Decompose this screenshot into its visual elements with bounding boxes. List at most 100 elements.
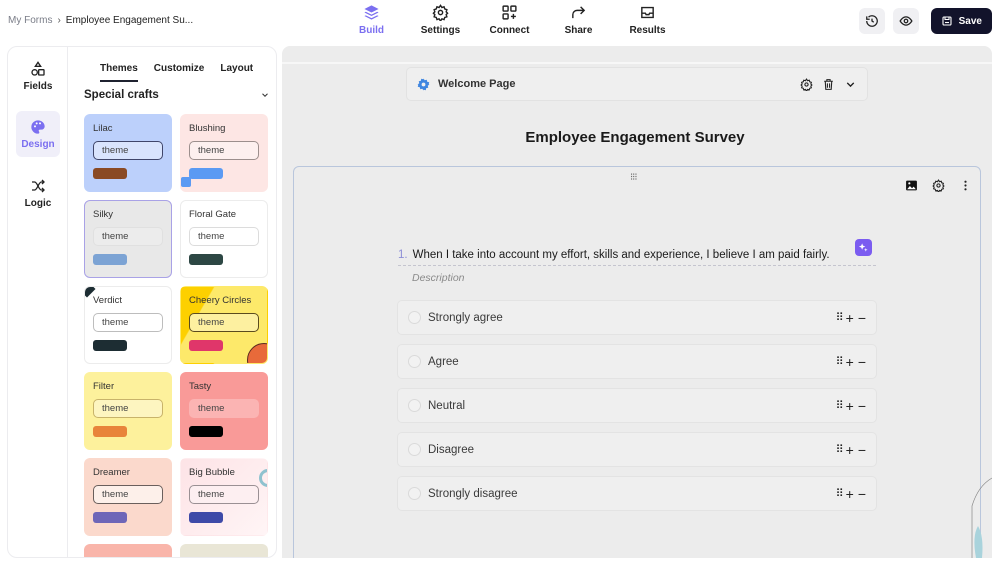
drag-handle-icon[interactable]: ⠿ xyxy=(835,400,844,412)
settings-icon[interactable] xyxy=(932,179,945,192)
option-row[interactable]: Strongly agree ⠿ + − xyxy=(397,300,877,335)
option-label[interactable]: Strongly agree xyxy=(428,311,503,324)
tab-share[interactable]: Share xyxy=(544,4,613,36)
option-actions: ⠿ + − xyxy=(836,486,866,502)
option-label[interactable]: Neutral xyxy=(428,399,466,412)
history-button[interactable] xyxy=(858,8,885,34)
subtab-layout[interactable]: Layout xyxy=(220,63,254,74)
breadcrumb-my-forms[interactable]: My Forms xyxy=(8,15,53,26)
theme-card-partial[interactable] xyxy=(180,544,268,557)
option-row[interactable]: Strongly disagree ⠿ + − xyxy=(397,476,877,511)
theme-card-silky[interactable]: Silky theme xyxy=(84,200,172,278)
theme-card-dreamer[interactable]: Dreamer theme xyxy=(84,458,172,536)
palette-icon xyxy=(31,119,45,134)
option-row[interactable]: Disagree ⠿ + − xyxy=(397,432,877,467)
theme-sample-input: theme xyxy=(93,485,163,504)
rail-item-logic[interactable]: Logic xyxy=(16,170,60,216)
radio-button[interactable] xyxy=(408,311,421,324)
more-vertical-icon[interactable] xyxy=(959,179,972,192)
remove-option-icon[interactable]: − xyxy=(857,485,866,502)
tab-build[interactable]: Build xyxy=(337,4,406,36)
add-option-icon[interactable]: + xyxy=(845,353,854,370)
ai-assist-button[interactable] xyxy=(855,239,872,256)
question-text[interactable]: 1. When I take into account my effort, sk… xyxy=(398,249,876,266)
theme-card-tasty[interactable]: Tasty theme xyxy=(180,372,268,450)
rail-item-fields[interactable]: Fields xyxy=(16,53,60,99)
eye-icon xyxy=(899,16,913,26)
description-field[interactable]: Description xyxy=(412,272,465,284)
image-icon[interactable] xyxy=(905,179,918,192)
add-option-icon[interactable]: + xyxy=(845,485,854,502)
option-actions: ⠿ + − xyxy=(836,398,866,414)
rail-item-fields-label: Fields xyxy=(23,80,53,92)
subtab-customize[interactable]: Customize xyxy=(153,63,205,74)
remove-option-icon[interactable]: − xyxy=(857,309,866,326)
drag-handle-icon[interactable]: ⠿ xyxy=(835,488,844,500)
radio-button[interactable] xyxy=(408,487,421,500)
question-card[interactable]: ⁝⁝⁝ 1. When I take into account my effort… xyxy=(293,166,981,558)
theme-card-verdict[interactable]: Verdict theme xyxy=(84,286,172,364)
trash-icon[interactable] xyxy=(822,78,835,91)
option-row[interactable]: Agree ⠿ + − xyxy=(397,344,877,379)
form-canvas: Welcome Page Employee Engagement Survey … xyxy=(282,46,992,558)
add-option-icon[interactable]: + xyxy=(845,309,854,326)
survey-title[interactable]: Employee Engagement Survey xyxy=(525,129,745,146)
remove-option-icon[interactable]: − xyxy=(857,441,866,458)
tab-build-label: Build xyxy=(359,25,384,36)
option-actions: ⠿ + − xyxy=(836,442,866,458)
save-button[interactable]: Save xyxy=(930,8,992,34)
add-option-icon[interactable]: + xyxy=(845,397,854,414)
radio-button[interactable] xyxy=(408,399,421,412)
theme-card-big-bubble[interactable]: Big Bubble theme xyxy=(180,458,268,536)
gear-icon xyxy=(432,4,449,21)
settings-icon[interactable] xyxy=(800,77,813,91)
theme-card-blushing[interactable]: Blushing theme xyxy=(180,114,268,192)
chevron-down-icon xyxy=(262,93,268,97)
drag-handle-icon[interactable]: ⁝⁝⁝ xyxy=(630,172,637,183)
theme-name: Lilac xyxy=(93,123,113,134)
theme-swatch xyxy=(189,426,223,437)
theme-name: Floral Gate xyxy=(189,209,236,220)
question-tools xyxy=(905,179,972,192)
gear-icon xyxy=(417,78,430,90)
theme-sample-input: theme xyxy=(93,313,163,332)
theme-name: Cheery Circles xyxy=(189,295,252,306)
theme-swatch xyxy=(93,340,127,351)
drag-handle-icon[interactable]: ⠿ xyxy=(835,444,844,456)
subtab-themes[interactable]: Themes xyxy=(100,63,138,82)
radio-button[interactable] xyxy=(408,355,421,368)
rail-item-logic-label: Logic xyxy=(24,197,52,209)
breadcrumb: My Forms › Employee Engagement Su... xyxy=(8,15,193,26)
option-actions: ⠿ + − xyxy=(836,310,866,326)
option-row[interactable]: Neutral ⠿ + − xyxy=(397,388,877,423)
option-label[interactable]: Disagree xyxy=(428,443,475,456)
tab-connect-label: Connect xyxy=(489,25,530,36)
shapes-icon xyxy=(31,60,45,76)
tab-results[interactable]: Results xyxy=(613,4,682,36)
radio-button[interactable] xyxy=(408,443,421,456)
remove-option-icon[interactable]: − xyxy=(857,353,866,370)
theme-sample-input: theme xyxy=(93,399,163,418)
preview-button[interactable] xyxy=(892,8,919,34)
tab-settings[interactable]: Settings xyxy=(406,4,475,36)
theme-card-filter[interactable]: Filter theme xyxy=(84,372,172,450)
theme-card-cheery-circles[interactable]: Cheery Circles theme xyxy=(180,286,268,364)
drag-handle-icon[interactable]: ⠿ xyxy=(835,356,844,368)
drag-handle-icon[interactable]: ⠿ xyxy=(835,312,844,324)
theme-card-partial[interactable] xyxy=(84,544,172,557)
section-special-crafts[interactable]: Special crafts xyxy=(84,89,270,101)
theme-sample-input: theme xyxy=(189,227,259,246)
welcome-page-bar[interactable]: Welcome Page xyxy=(406,67,868,101)
theme-card-lilac[interactable]: Lilac theme xyxy=(84,114,172,192)
save-icon xyxy=(942,16,952,26)
option-label[interactable]: Agree xyxy=(428,355,459,368)
theme-swatch xyxy=(189,254,223,265)
add-option-icon[interactable]: + xyxy=(845,441,854,458)
remove-option-icon[interactable]: − xyxy=(857,397,866,414)
theme-card-floral-gate[interactable]: Floral Gate theme xyxy=(180,200,268,278)
save-label: Save xyxy=(958,15,982,27)
option-label[interactable]: Strongly disagree xyxy=(428,487,518,500)
chevron-down-icon[interactable] xyxy=(844,78,857,91)
tab-connect[interactable]: Connect xyxy=(475,4,544,36)
rail-item-design[interactable]: Design xyxy=(16,111,60,157)
